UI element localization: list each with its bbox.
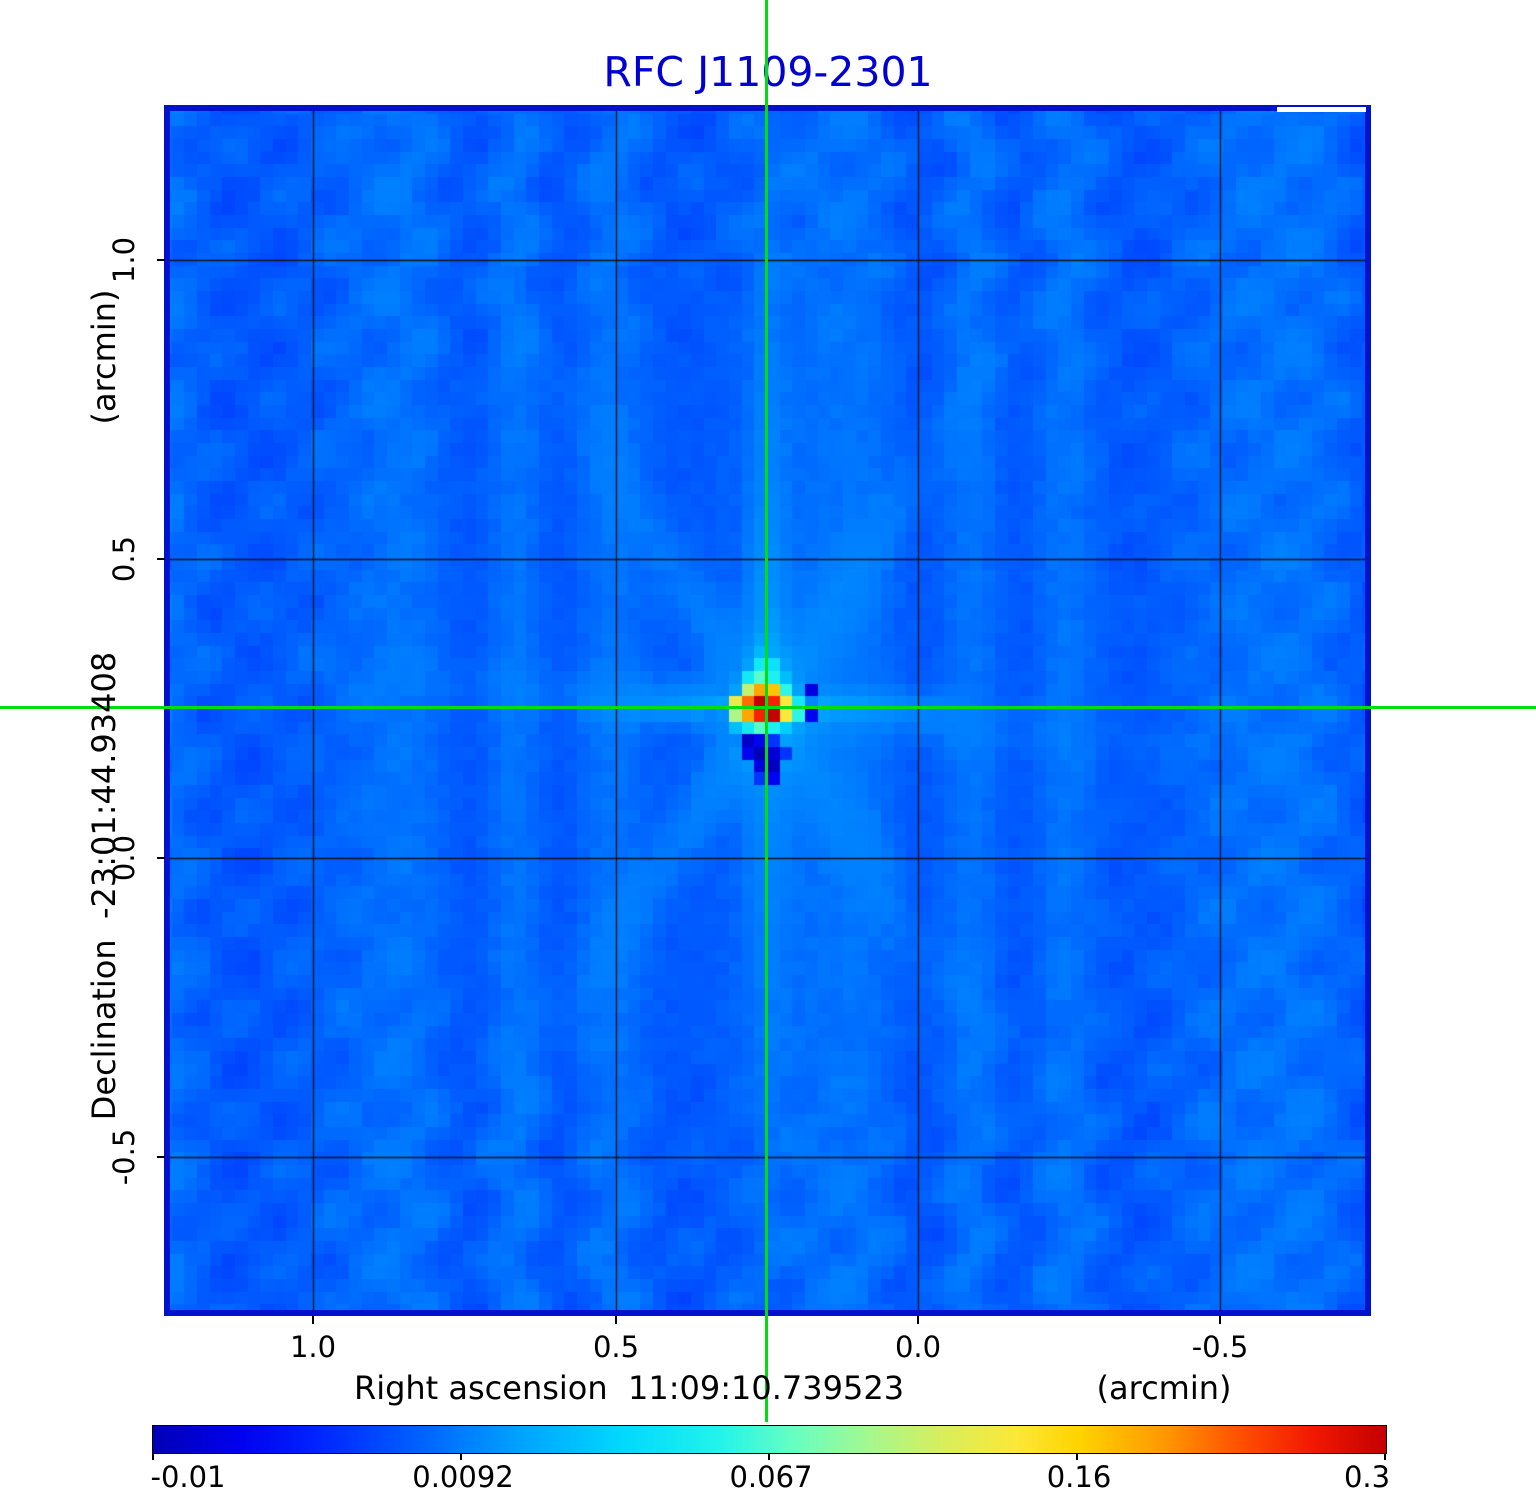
- colorbar-tick: [152, 1453, 154, 1460]
- x-axis-tick: [312, 1316, 314, 1324]
- x-axis-name-label: Right ascension 11:09:10.739523: [353, 1369, 905, 1407]
- colorbar-gradient: [152, 1425, 1387, 1454]
- colorbar-tick: [460, 1453, 462, 1460]
- x-tick-label-0.5: 0.5: [592, 1330, 640, 1364]
- figure-title: RFC J1109-2301: [603, 48, 933, 96]
- colorbar-label-max: 0.3: [1343, 1460, 1391, 1494]
- y-tick-label-0.5: 0.5: [107, 535, 141, 583]
- x-tick-label--0.5: -0.5: [1191, 1330, 1249, 1364]
- x-axis-tick: [615, 1316, 617, 1324]
- x-tick-label-1.0: 1.0: [289, 1330, 337, 1364]
- colorbar-tick: [1384, 1453, 1386, 1460]
- colorbar-label-3: 0.067: [729, 1460, 813, 1494]
- colorbar-label-2: 0.0092: [412, 1460, 514, 1494]
- y-axis-name-label: Declination -23:01:44.93408: [85, 651, 123, 1121]
- beam-notch: [1277, 107, 1366, 112]
- x-axis-tick: [1219, 1316, 1221, 1324]
- x-axis-tick: [917, 1316, 919, 1324]
- colorbar-label-4: 0.16: [1046, 1460, 1112, 1494]
- y-tick-label-1.0: 1.0: [107, 236, 141, 284]
- colorbar-tick: [1076, 1453, 1078, 1460]
- x-tick-label-0.0: 0.0: [894, 1330, 942, 1364]
- y-tick-label-0.0: 0.0: [107, 834, 141, 882]
- crosshair-horizontal-line: [0, 706, 1536, 709]
- colorbar-label-min: -0.01: [150, 1460, 226, 1494]
- y-axis-tick: [157, 1156, 165, 1158]
- crosshair-vertical-line: [765, 0, 768, 1422]
- y-axis-tick: [157, 857, 165, 859]
- y-axis-unit-label: (arcmin): [85, 289, 123, 425]
- y-axis-tick: [157, 259, 165, 261]
- x-axis-unit-label: (arcmin): [1096, 1369, 1232, 1407]
- y-axis-tick: [157, 558, 165, 560]
- colorbar-tick: [768, 1453, 770, 1460]
- y-tick-label--0.5: -0.5: [107, 1128, 141, 1186]
